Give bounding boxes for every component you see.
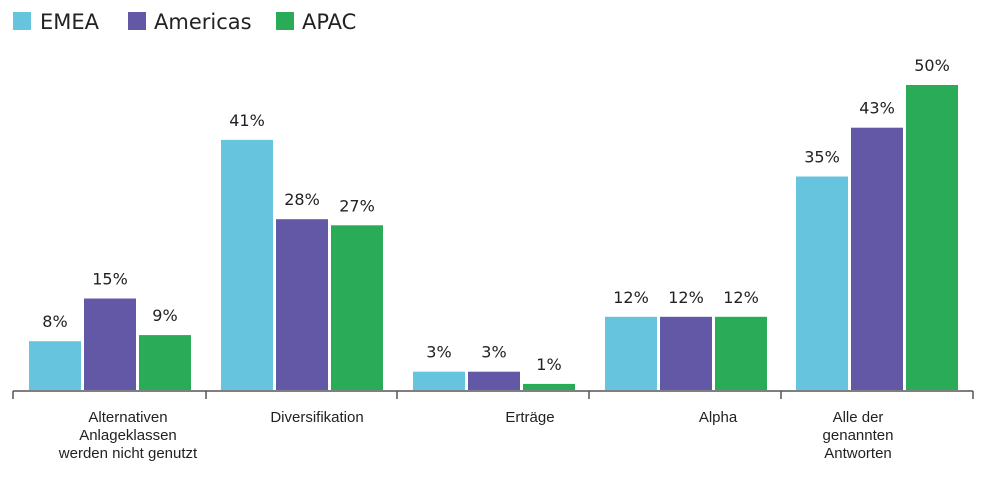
category-label-2: Erträge: [505, 409, 554, 426]
data-label-americas-1: 28%: [284, 190, 320, 209]
bar-apac-2: [523, 383, 575, 390]
data-label-apac-0: 9%: [152, 306, 177, 325]
data-label-emea-4: 35%: [804, 148, 840, 167]
category-label-1: Diversifikation: [270, 409, 363, 426]
data-label-emea-3: 12%: [613, 288, 649, 307]
bar-apac-3: [715, 316, 767, 390]
category-label-3: Alpha: [699, 409, 738, 426]
legend-label-americas: Americas: [154, 10, 252, 34]
data-label-americas-4: 43%: [859, 99, 895, 118]
bar-americas-4: [851, 127, 903, 390]
data-label-apac-1: 27%: [339, 196, 375, 215]
bar-emea-4: [796, 176, 848, 390]
bar-apac-1: [331, 225, 383, 390]
bars-group: [29, 85, 958, 390]
bar-emea-2: [413, 371, 465, 390]
data-label-apac-4: 50%: [914, 56, 950, 75]
bar-americas-0: [84, 298, 136, 390]
legend-label-emea: EMEA: [40, 10, 100, 34]
bar-emea-0: [29, 341, 81, 390]
value-labels-group: 8% 41% 3% 12% 35% 15% 28% 3% 12% 43% 9% 27% 1% 12% 50%: [42, 56, 949, 374]
data-label-americas-2: 3%: [481, 343, 506, 362]
data-label-americas-0: 15%: [92, 270, 128, 289]
legend-swatch-americas: [128, 12, 146, 30]
bar-emea-3: [605, 316, 657, 390]
x-axis: [12, 390, 974, 399]
legend-swatch-apac: [276, 12, 294, 30]
bar-americas-2: [468, 371, 520, 390]
data-label-apac-2: 1%: [536, 355, 561, 374]
data-label-emea-2: 3%: [426, 343, 451, 362]
legend-swatch-emea: [13, 12, 31, 30]
data-label-apac-3: 12%: [723, 288, 759, 307]
legend-label-apac: APAC: [302, 10, 356, 34]
bar-apac-4: [906, 85, 958, 390]
category-labels-group: Alternativen Anlageklassen werden nicht ge…: [58, 409, 894, 462]
data-label-americas-3: 12%: [668, 288, 704, 307]
category-label-4: Alle der genannten Antworten: [823, 409, 894, 462]
bar-americas-3: [660, 316, 712, 390]
data-label-emea-0: 8%: [42, 312, 67, 331]
bar-apac-0: [139, 335, 191, 390]
data-label-emea-1: 41%: [229, 111, 265, 130]
bar-americas-1: [276, 219, 328, 390]
bar-emea-1: [221, 139, 273, 390]
legend: EMEA Americas APAC: [13, 10, 356, 34]
category-label-0: Alternativen Anlageklassen werden nicht ge…: [58, 409, 198, 462]
